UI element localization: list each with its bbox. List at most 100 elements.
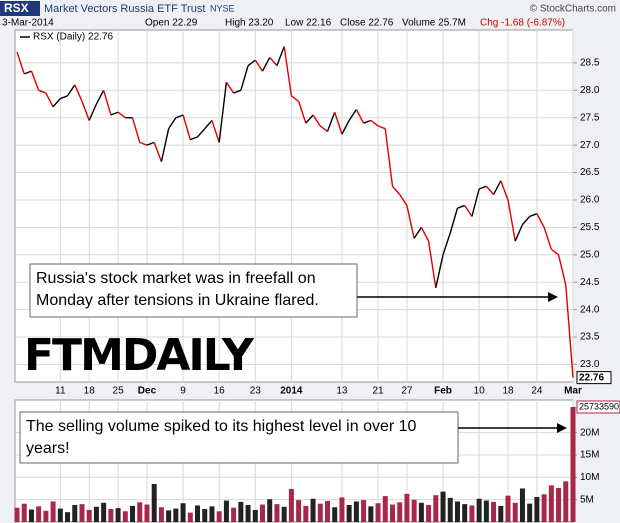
price-segment xyxy=(283,46,293,96)
price-segment xyxy=(529,213,538,218)
volume-bar xyxy=(28,509,34,522)
price-segment xyxy=(297,101,307,124)
annotation-text: The selling volume spiked to its highest… xyxy=(26,418,417,435)
volume-bar xyxy=(86,509,92,522)
price-panel xyxy=(14,29,574,383)
price-segment xyxy=(521,215,531,226)
price-segment xyxy=(507,199,516,242)
volume-bar xyxy=(469,505,475,522)
volume-bar xyxy=(245,505,251,522)
volume-bar xyxy=(447,497,453,522)
volume-bar xyxy=(180,503,186,522)
price-segment xyxy=(514,224,524,242)
volume-bar xyxy=(21,503,27,522)
price-segment xyxy=(550,248,559,256)
price-segment xyxy=(319,125,328,132)
price-segment xyxy=(478,185,487,190)
price-segment xyxy=(406,205,415,239)
volume-bar xyxy=(115,508,121,522)
volume-bar xyxy=(324,500,330,522)
price-segment xyxy=(565,284,574,378)
volume-bar xyxy=(375,503,381,522)
y-tick-label: 20M xyxy=(580,427,599,438)
arrow-head xyxy=(548,292,558,302)
volume-bar xyxy=(267,499,273,522)
y-tick-label: 26.0 xyxy=(580,195,600,206)
volume-bar xyxy=(310,498,316,522)
quote-item: Close 22.76 xyxy=(340,18,394,29)
x-tick-label: Feb xyxy=(434,386,452,397)
volume-bar xyxy=(274,504,280,522)
price-segment xyxy=(485,185,495,195)
volume-bar xyxy=(346,505,352,522)
price-segment xyxy=(168,117,177,130)
symbol: RSX xyxy=(4,1,29,15)
annotation-box xyxy=(19,411,459,464)
volume-bar xyxy=(288,488,294,522)
volume-bar xyxy=(353,501,359,522)
volume-bar xyxy=(404,493,410,522)
price-segment xyxy=(240,65,249,91)
volume-bar xyxy=(433,495,439,522)
symbol-box xyxy=(0,1,40,16)
volume-bar xyxy=(570,407,576,522)
last-volume-box xyxy=(576,400,620,414)
volume-bar xyxy=(93,506,99,522)
volume-bar xyxy=(541,494,547,522)
y-tick-label: 28.0 xyxy=(580,85,600,96)
volume-bar xyxy=(187,512,193,522)
price-segment xyxy=(377,125,386,130)
volume-bar xyxy=(122,511,128,522)
price-segment xyxy=(160,128,170,162)
last-volume-label: 25733590 xyxy=(579,401,619,411)
price-segment xyxy=(254,59,264,72)
volume-bar xyxy=(281,506,287,522)
volume-bar xyxy=(79,504,85,522)
quote-item: Low 22.16 xyxy=(285,18,332,29)
volume-bar xyxy=(548,485,554,522)
volume-bar xyxy=(563,481,569,522)
y-tick-label: 23.5 xyxy=(580,332,600,343)
price-segment xyxy=(464,205,473,217)
date: 3-Mar-2014 xyxy=(2,18,54,29)
price-segment xyxy=(305,114,314,124)
price-segment xyxy=(384,128,394,187)
y-tick-label: 23.0 xyxy=(580,359,600,370)
volume-bar xyxy=(101,502,107,522)
y-tick-label: 24.0 xyxy=(580,304,600,315)
volume-bar xyxy=(296,500,302,522)
volume-bar xyxy=(527,503,533,522)
volume-bar xyxy=(166,510,172,522)
volume-bar xyxy=(50,501,56,522)
volume-bar xyxy=(440,491,446,522)
volume-bar xyxy=(36,506,42,522)
price-segment xyxy=(74,84,83,102)
price-segment xyxy=(110,111,119,116)
price-segment xyxy=(182,114,191,140)
last-price-box xyxy=(576,371,612,385)
volume-bar xyxy=(209,506,215,522)
volume-bar xyxy=(332,507,338,522)
volume-bar xyxy=(397,502,403,522)
volume-bar xyxy=(137,502,143,522)
volume-bar xyxy=(173,508,179,522)
x-tick-label: 18 xyxy=(502,386,514,397)
y-tick-label: 25.0 xyxy=(580,249,600,260)
security-name: Market Vectors Russia ETF Trust xyxy=(44,3,205,15)
quote-item: Volume 25.7M xyxy=(402,18,466,29)
price-segment xyxy=(175,114,184,119)
price-segment xyxy=(102,90,112,116)
y-tick-label: 28.5 xyxy=(580,58,600,69)
price-segment xyxy=(557,254,567,286)
price-segment xyxy=(391,185,401,195)
volume-bar xyxy=(231,507,237,522)
y-tick-label: 15M xyxy=(580,450,599,461)
volume-bar xyxy=(512,502,518,522)
price-segment xyxy=(399,194,408,206)
price-segment xyxy=(60,95,68,100)
price-segment xyxy=(543,227,553,250)
price-segment xyxy=(218,82,228,143)
price-segment xyxy=(341,120,350,135)
